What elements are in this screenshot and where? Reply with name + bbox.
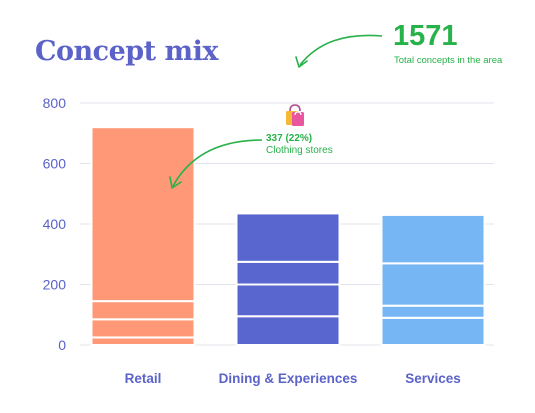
x-category-label: Services (405, 371, 461, 386)
bar-segment (90, 318, 196, 339)
chart-title: Concept mix (35, 36, 218, 67)
segment-annotation-arrow (172, 139, 263, 187)
bar-segment (90, 126, 196, 303)
y-tick-label: 400 (43, 216, 67, 232)
clothing-stores-label: Clothing stores (266, 145, 333, 156)
bar-segment (380, 316, 486, 346)
bar-segment (235, 260, 341, 286)
total-concepts-label: Total concepts in the area (394, 55, 503, 66)
y-tick-label: 0 (58, 337, 66, 353)
y-tick-label: 600 (43, 156, 67, 172)
bar-segment (380, 304, 486, 319)
segment-annotation-arrowhead (169, 176, 182, 189)
total-annotation-arrow (299, 34, 383, 66)
bar-segment (235, 315, 341, 347)
x-category-label: Dining & Experiences (219, 371, 358, 386)
bar-segment (235, 283, 341, 318)
y-tick-label: 800 (43, 95, 67, 111)
x-category-label: Retail (125, 371, 162, 386)
total-annotation-arrowhead (295, 56, 308, 68)
bar-segment (90, 300, 196, 321)
bar-segment (235, 212, 341, 263)
bar-segment (380, 262, 486, 307)
bar-segment (380, 213, 486, 265)
shopping-bag-icon (286, 104, 304, 126)
y-tick-label: 200 (43, 277, 67, 293)
bar-segment (90, 336, 196, 346)
total-concepts-value: 1571 (393, 20, 458, 52)
clothing-stores-value: 337 (22%) (266, 133, 313, 144)
